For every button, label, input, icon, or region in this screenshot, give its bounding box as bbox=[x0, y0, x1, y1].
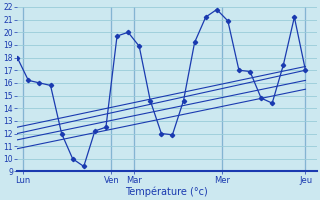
X-axis label: Température (°c): Température (°c) bbox=[125, 186, 208, 197]
